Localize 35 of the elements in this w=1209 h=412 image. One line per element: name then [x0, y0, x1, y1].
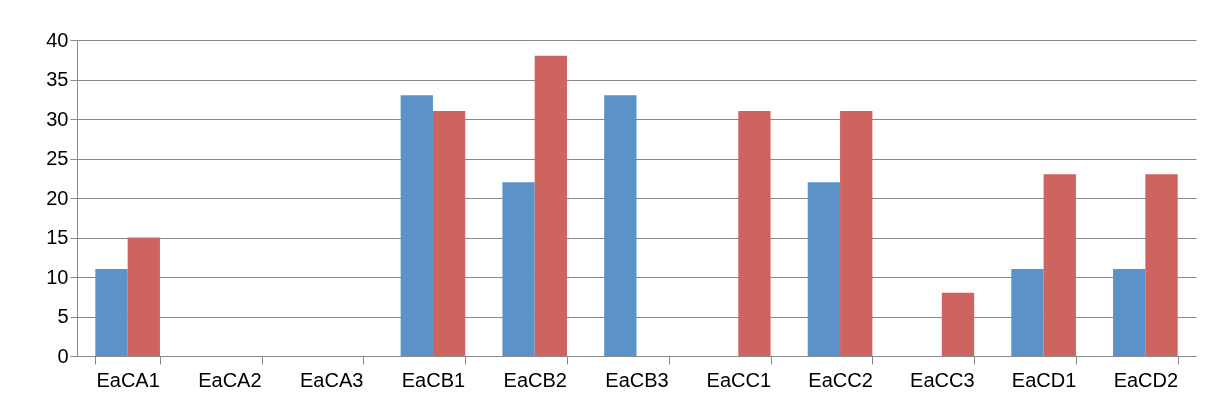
y-tick-label: 10: [46, 265, 69, 288]
y-tick-label: 5: [57, 305, 69, 327]
bar: [840, 111, 873, 356]
y-tick-label: 0: [57, 344, 69, 367]
x-tick-label: EaCB3: [605, 368, 669, 391]
x-tick-label: EaCC3: [910, 368, 975, 391]
y-tick-label: 15: [46, 226, 69, 248]
x-tick-label: EaCA3: [299, 368, 364, 391]
bar: [1145, 174, 1178, 356]
bar: [502, 182, 535, 356]
y-tick-label: 25: [46, 147, 69, 169]
bar: [127, 237, 160, 356]
x-tick-label: EaCC2: [808, 368, 873, 391]
x-tick-label: EaCB1: [401, 368, 466, 391]
x-tick-label: EaCD2: [1113, 368, 1179, 391]
x-tick-label: EaCA2: [198, 368, 262, 391]
x-tick-label: EaCA1: [96, 368, 160, 391]
bar: [941, 292, 975, 356]
bar: [1011, 269, 1044, 356]
bar: [400, 95, 433, 356]
bar: [604, 95, 637, 356]
x-tick-label: EaCD1: [1011, 368, 1077, 391]
bar: [1043, 174, 1076, 356]
y-tick-label: 35: [46, 68, 69, 90]
bar: [534, 55, 568, 356]
x-tick-label: EaCB2: [503, 368, 567, 391]
y-tick-label: 30: [46, 107, 69, 130]
y-tick-label: 20: [46, 186, 69, 209]
bar: [95, 269, 128, 356]
x-tick-label: EaCC1: [706, 368, 772, 391]
bar: [432, 111, 466, 356]
y-tick-label: 40: [46, 28, 69, 51]
bar: [807, 182, 841, 356]
bar: [1113, 269, 1146, 356]
bar: [738, 111, 771, 356]
